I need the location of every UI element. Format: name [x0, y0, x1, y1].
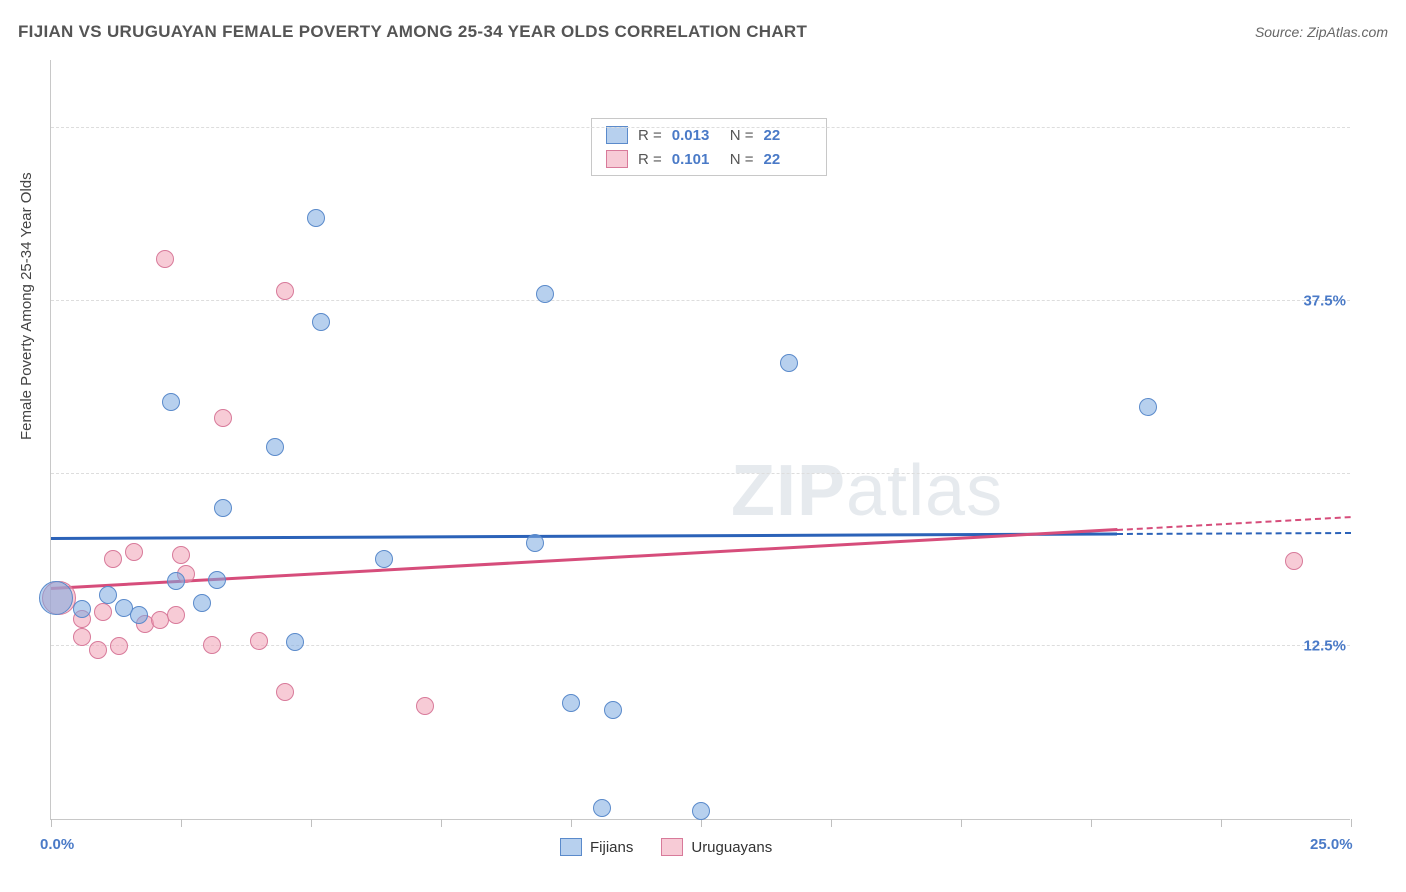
watermark-zip: ZIP — [731, 451, 846, 531]
fijians-point — [526, 534, 544, 552]
x-tick — [1221, 819, 1222, 827]
fijians-point — [266, 438, 284, 456]
uruguayans-point — [250, 632, 268, 650]
fijians-point — [193, 594, 211, 612]
fijians-point — [593, 799, 611, 817]
uruguayans-regression-dash — [1117, 516, 1351, 531]
plot-area: R = 0.013 N = 22 R = 0.101 N = 22 ZIPatl… — [50, 60, 1350, 820]
legend-item: Fijians — [560, 838, 633, 856]
legend-bottom: Fijians Uruguayans — [560, 838, 772, 856]
legend-series-label: Fijians — [590, 839, 633, 856]
chart-title: FIJIAN VS URUGUAYAN FEMALE POVERTY AMONG… — [18, 22, 807, 42]
uruguayans-point — [203, 636, 221, 654]
legend-n-key: N = — [730, 127, 754, 144]
fijians-point — [162, 393, 180, 411]
legend-r-value: 0.101 — [672, 151, 720, 168]
legend-item: Uruguayans — [661, 838, 772, 856]
legend-n-value: 22 — [764, 127, 812, 144]
uruguayans-point — [1285, 552, 1303, 570]
fijians-point — [73, 600, 91, 618]
legend-n-value: 22 — [764, 151, 812, 168]
fijians-point — [780, 354, 798, 372]
fijians-point — [604, 701, 622, 719]
x-tick — [311, 819, 312, 827]
swatch-blue-icon — [606, 126, 628, 144]
fijians-point — [286, 633, 304, 651]
legend-series-label: Uruguayans — [691, 839, 772, 856]
watermark-atlas: atlas — [846, 451, 1003, 531]
fijians-point — [167, 572, 185, 590]
fijians-point — [692, 802, 710, 820]
fijians-point — [375, 550, 393, 568]
x-tick-label: 0.0% — [40, 836, 74, 853]
uruguayans-point — [73, 628, 91, 646]
y-tick-label: 12.5% — [1303, 638, 1346, 655]
fijians-point — [1139, 398, 1157, 416]
fijians-point — [536, 285, 554, 303]
fijians-regression-dash — [1117, 532, 1351, 535]
fijians-point — [99, 586, 117, 604]
uruguayans-point — [276, 683, 294, 701]
legend-r-value: 0.013 — [672, 127, 720, 144]
uruguayans-point — [94, 603, 112, 621]
x-tick — [831, 819, 832, 827]
gridline — [51, 127, 1350, 128]
swatch-pink-icon — [606, 150, 628, 168]
x-tick — [181, 819, 182, 827]
uruguayans-point — [104, 550, 122, 568]
x-tick — [51, 819, 52, 827]
source-label: Source: ZipAtlas.com — [1255, 24, 1388, 40]
legend-row: R = 0.101 N = 22 — [592, 147, 826, 171]
legend-r-key: R = — [638, 127, 662, 144]
gridline — [51, 645, 1350, 646]
x-tick — [571, 819, 572, 827]
uruguayans-point — [167, 606, 185, 624]
fijians-point — [562, 694, 580, 712]
uruguayans-point — [110, 637, 128, 655]
y-axis-title: Female Poverty Among 25-34 Year Olds — [18, 172, 35, 440]
legend-n-key: N = — [730, 151, 754, 168]
fijians-point — [307, 209, 325, 227]
x-tick — [441, 819, 442, 827]
swatch-blue-icon — [560, 838, 582, 856]
x-tick-label: 25.0% — [1310, 836, 1353, 853]
x-tick — [1351, 819, 1352, 827]
uruguayans-point — [416, 697, 434, 715]
uruguayans-point — [125, 543, 143, 561]
gridline — [51, 473, 1350, 474]
uruguayans-point — [89, 641, 107, 659]
fijians-point — [130, 606, 148, 624]
uruguayans-point — [156, 250, 174, 268]
watermark: ZIPatlas — [731, 450, 1003, 532]
swatch-pink-icon — [661, 838, 683, 856]
uruguayans-point — [172, 546, 190, 564]
uruguayans-point — [214, 409, 232, 427]
x-tick — [701, 819, 702, 827]
fijians-point — [39, 581, 73, 615]
gridline — [51, 300, 1350, 301]
x-tick — [1091, 819, 1092, 827]
fijians-point — [312, 313, 330, 331]
legend-r-key: R = — [638, 151, 662, 168]
x-tick — [961, 819, 962, 827]
fijians-point — [208, 571, 226, 589]
uruguayans-point — [276, 282, 294, 300]
fijians-point — [214, 499, 232, 517]
y-tick-label: 37.5% — [1303, 292, 1346, 309]
